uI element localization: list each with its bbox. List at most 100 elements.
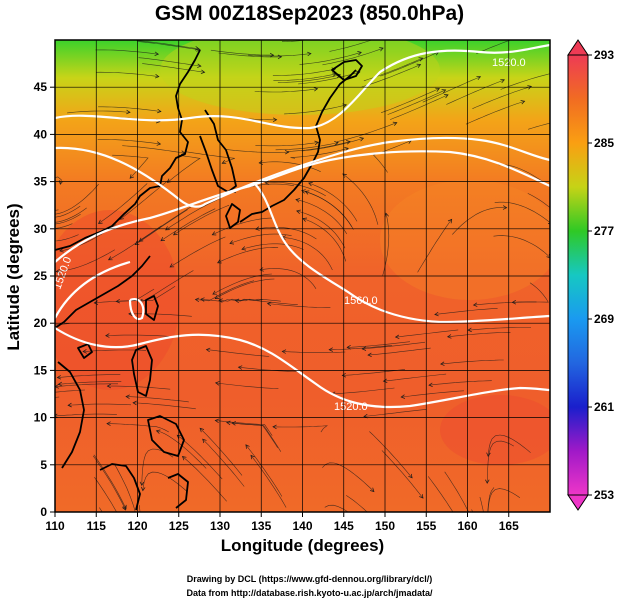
streamline: [136, 40, 199, 50]
streamline-arrow: [129, 174, 135, 179]
streamline-arrow: [551, 187, 555, 191]
streamline: [107, 385, 171, 390]
streamline: [245, 444, 283, 497]
streamline: [479, 497, 484, 512]
streamline: [133, 402, 196, 410]
streamline-arrow: [169, 263, 175, 268]
streamline: [265, 182, 326, 197]
streamline: [139, 206, 192, 242]
streamline-arrow: [245, 444, 250, 449]
streamline: [381, 450, 424, 499]
streamline: [302, 218, 347, 262]
colorbar-tick-label: 277: [594, 224, 614, 238]
coastline-vietnam: [57, 361, 85, 469]
streamline-arrow: [226, 420, 231, 426]
streamline: [215, 420, 273, 436]
streamline-arrow: [394, 334, 400, 340]
streamline: [296, 210, 346, 249]
streamline-arrow: [181, 456, 187, 461]
streamline-arrow: [531, 31, 535, 35]
contour-line: [54, 150, 551, 263]
streamline-arrow: [155, 429, 161, 434]
streamline: [55, 234, 79, 242]
streamline-arrow: [199, 427, 205, 433]
streamline-arrow: [400, 394, 406, 399]
streamline: [138, 57, 201, 67]
y-tick-label: 30: [34, 222, 48, 236]
x-tick-label: 165: [499, 519, 519, 533]
x-tick-label: 145: [334, 519, 354, 533]
streamline-arrow: [59, 248, 64, 253]
streamline: [55, 207, 87, 223]
streamline-arrow: [106, 383, 112, 389]
streamline: [401, 390, 464, 398]
streamline-arrow: [328, 347, 333, 352]
streamline-arrow: [106, 421, 111, 426]
colorbar-tick-label: 261: [594, 400, 614, 414]
streamline-arrow: [32, 198, 36, 202]
streamline-arrow: [134, 240, 140, 245]
contour-label: 1560.0: [344, 295, 378, 307]
streamline: [329, 40, 373, 52]
streamline: [367, 347, 431, 356]
streamline: [487, 488, 521, 512]
streamline: [116, 286, 176, 302]
streamline-arrow: [520, 100, 526, 105]
streamline: [487, 487, 495, 512]
streamline-arrow: [154, 51, 160, 57]
streamline-arrow: [367, 352, 372, 358]
streamline: [226, 422, 278, 448]
streamline-arrow: [486, 520, 490, 524]
streamline-arrow: [418, 57, 424, 62]
streamline: [331, 387, 395, 395]
streamline-arrow: [37, 194, 41, 198]
streamline-arrow: [435, 87, 440, 92]
contour-line: [54, 43, 551, 130]
streamline-arrow: [160, 236, 165, 242]
streamline: [255, 226, 317, 240]
streamline-arrow: [132, 400, 137, 406]
streamline: [447, 332, 511, 338]
streamline-arrow: [98, 219, 103, 224]
streamline-arrow: [127, 559, 131, 563]
streamline: [55, 396, 60, 398]
streamline: [284, 104, 347, 115]
streamline-arrow: [272, 424, 277, 430]
streamline: [472, 86, 532, 109]
streamline-arrow: [56, 375, 62, 380]
streamline: [395, 329, 459, 338]
streamline: [215, 382, 279, 389]
streamline: [122, 145, 185, 154]
x-tick-label: 120: [127, 519, 147, 533]
streamline: [336, 122, 397, 142]
streamline-arrow: [221, 159, 227, 165]
streamline-arrow: [557, 70, 561, 74]
streamline-arrow: [82, 349, 87, 354]
streamline-arrow: [434, 311, 439, 317]
streamline-arrow: [296, 209, 301, 214]
streamline-arrow: [313, 86, 319, 92]
streamline: [422, 76, 481, 103]
streamline-arrow: [57, 381, 63, 387]
streamline: [94, 477, 117, 512]
coastline-china: [54, 49, 201, 251]
streamline-arrow: [217, 259, 222, 264]
streamline-arrow: [218, 298, 223, 303]
streamline: [465, 100, 525, 125]
streamline-arrow: [382, 378, 388, 384]
streamline: [298, 71, 360, 85]
streamline-arrow: [302, 217, 308, 222]
x-tick-label: 130: [210, 519, 230, 533]
coastline-kyushu: [225, 203, 241, 229]
streamline: [217, 246, 279, 264]
streamline: [486, 440, 514, 484]
streamline-arrow: [156, 108, 162, 114]
streamline: [381, 88, 440, 113]
streamline-arrow: [125, 394, 130, 399]
streamline-arrow: [194, 297, 200, 302]
y-tick-label: 45: [34, 80, 48, 94]
streamline-arrow: [511, 300, 517, 305]
streamline: [137, 41, 201, 51]
streamline: [57, 374, 121, 378]
